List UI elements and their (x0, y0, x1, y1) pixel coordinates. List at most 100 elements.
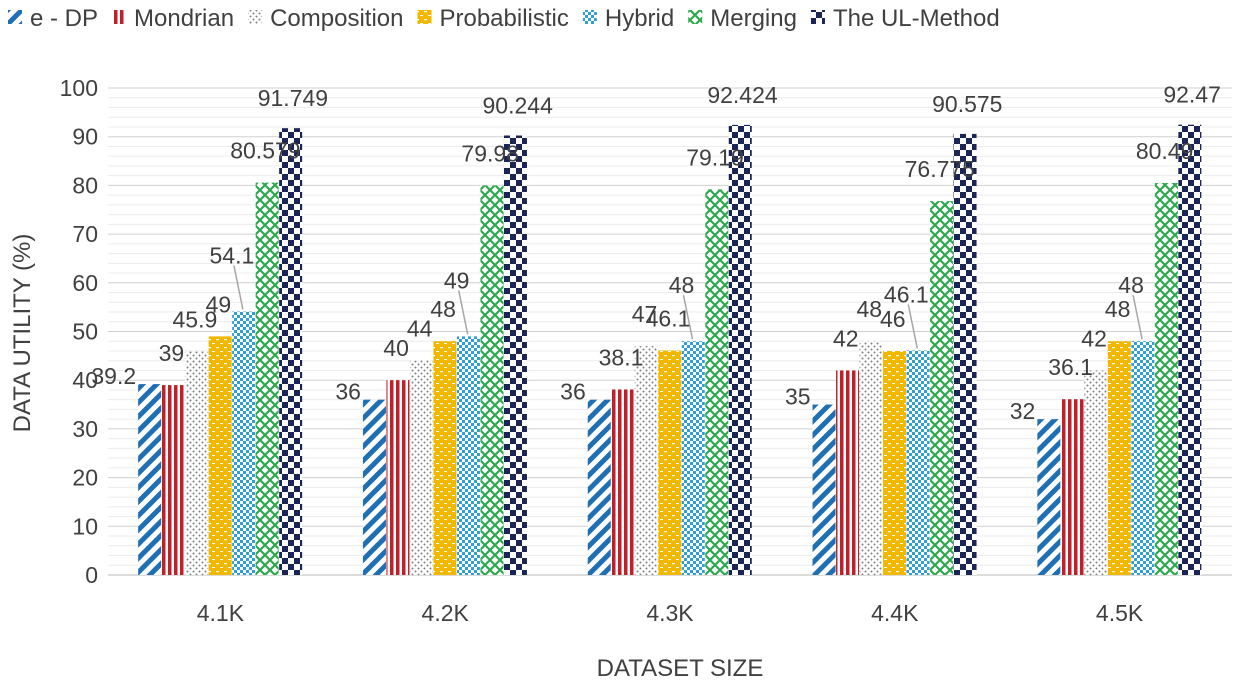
bar (503, 135, 527, 575)
data-label: 42 (1081, 325, 1107, 351)
leader-line (1132, 295, 1143, 340)
leader-line (233, 265, 244, 310)
bar (587, 399, 611, 575)
data-label: 54.1 (210, 243, 255, 269)
data-label: 38.1 (599, 344, 644, 370)
bar (161, 385, 185, 575)
legend-item[interactable]: Hybrid (582, 5, 674, 32)
y-tick-label: 20 (72, 465, 98, 491)
data-label: 48 (1118, 272, 1144, 298)
data-labels: 39.23945.94954.180.57991.749364044484979… (91, 82, 1220, 424)
data-label: 49 (444, 267, 470, 293)
y-tick-label: 70 (72, 221, 98, 247)
bar (728, 124, 752, 576)
x-tick-label: 4.3K (646, 600, 694, 626)
data-label: 48 (669, 272, 695, 298)
bar (906, 350, 930, 575)
bar (634, 346, 658, 575)
bar (208, 336, 232, 575)
y-axis-ticks: 0 10 20 30 40 50 60 70 80 90 100 (60, 75, 98, 588)
legend-item[interactable]: The UL-Method (810, 5, 1000, 32)
bar (433, 341, 457, 575)
data-label: 90.575 (932, 91, 1002, 117)
bar (883, 350, 907, 575)
data-label: 36 (335, 379, 361, 405)
legend-swatch (688, 10, 703, 24)
legend-label: The UL-Method (833, 5, 1000, 32)
bar (185, 351, 209, 575)
leader-line (907, 304, 919, 349)
legend-swatch (417, 10, 432, 24)
data-label: 46.1 (646, 305, 691, 331)
legend-item[interactable]: Probabilistic (417, 5, 569, 32)
data-label: 49 (206, 291, 232, 317)
data-label: 79.19 (686, 144, 744, 170)
x-tick-label: 4.4K (871, 600, 919, 626)
legend: e - DP Mondrian Composition Probabilistic Hy… (8, 5, 1000, 32)
data-label: 92.47 (1163, 82, 1221, 108)
data-label: 80.579 (230, 138, 300, 164)
bar (409, 360, 433, 575)
data-label: 48 (1105, 296, 1131, 322)
bar (1060, 399, 1084, 575)
data-label: 47 (632, 301, 658, 327)
legend-swatch (248, 10, 263, 24)
leader-line (457, 290, 469, 335)
legend-label: Mondrian (134, 5, 234, 32)
legend-item[interactable]: Merging (688, 5, 797, 32)
x-axis-ticks: 4.1K 4.2K 4.3K 4.4K 4.5K (197, 600, 1144, 626)
bar (362, 399, 386, 575)
legend-item[interactable]: Composition (248, 5, 403, 32)
bar (1154, 183, 1178, 575)
y-tick-label: 80 (72, 172, 98, 198)
x-tick-label: 4.1K (197, 600, 245, 626)
y-tick-label: 60 (72, 270, 98, 296)
bar (232, 311, 256, 575)
bar (1178, 124, 1202, 576)
legend-swatch (582, 10, 597, 24)
y-tick-label: 30 (72, 416, 98, 442)
bar (1107, 341, 1131, 575)
y-tick-label: 10 (72, 513, 98, 539)
bar (138, 384, 162, 575)
bar (930, 201, 954, 575)
y-tick-label: 100 (60, 75, 98, 101)
legend-item[interactable]: Mondrian (112, 5, 234, 32)
bar (386, 380, 410, 575)
legend-label: Merging (710, 5, 797, 32)
data-label: 92.424 (707, 82, 778, 108)
data-label: 44 (407, 316, 433, 342)
bar (480, 185, 504, 575)
data-label: 48 (857, 296, 883, 322)
data-label: 35 (785, 384, 811, 410)
data-label: 48 (430, 296, 456, 322)
bar (456, 336, 480, 575)
y-tick-label: 40 (72, 367, 98, 393)
data-label: 32 (1010, 398, 1036, 424)
bar (1084, 370, 1108, 575)
legend-label: Probabilistic (439, 5, 568, 32)
bar (859, 341, 883, 575)
bar (611, 389, 635, 575)
data-label: 80.49 (1136, 138, 1194, 164)
legend-item[interactable]: e - DP (8, 5, 98, 32)
data-label: 45.9 (173, 306, 218, 332)
x-tick-label: 4.5K (1096, 600, 1144, 626)
data-label: 40 (383, 335, 409, 361)
bar (1131, 341, 1155, 575)
bars (138, 124, 1202, 576)
legend-label: Composition (270, 5, 403, 32)
data-label: 91.749 (258, 85, 328, 111)
x-tick-label: 4.2K (422, 600, 470, 626)
data-label: 39 (159, 340, 185, 366)
legend-swatch (112, 10, 127, 24)
x-axis-label: DATASET SIZE (597, 655, 764, 682)
data-label: 90.244 (483, 93, 554, 119)
y-tick-label: 90 (72, 124, 98, 150)
bar (1037, 419, 1061, 575)
bar (953, 133, 977, 575)
data-label: 46 (880, 306, 906, 332)
y-axis-label: DATA UTILITY (%) (9, 234, 36, 433)
bar (705, 189, 729, 575)
